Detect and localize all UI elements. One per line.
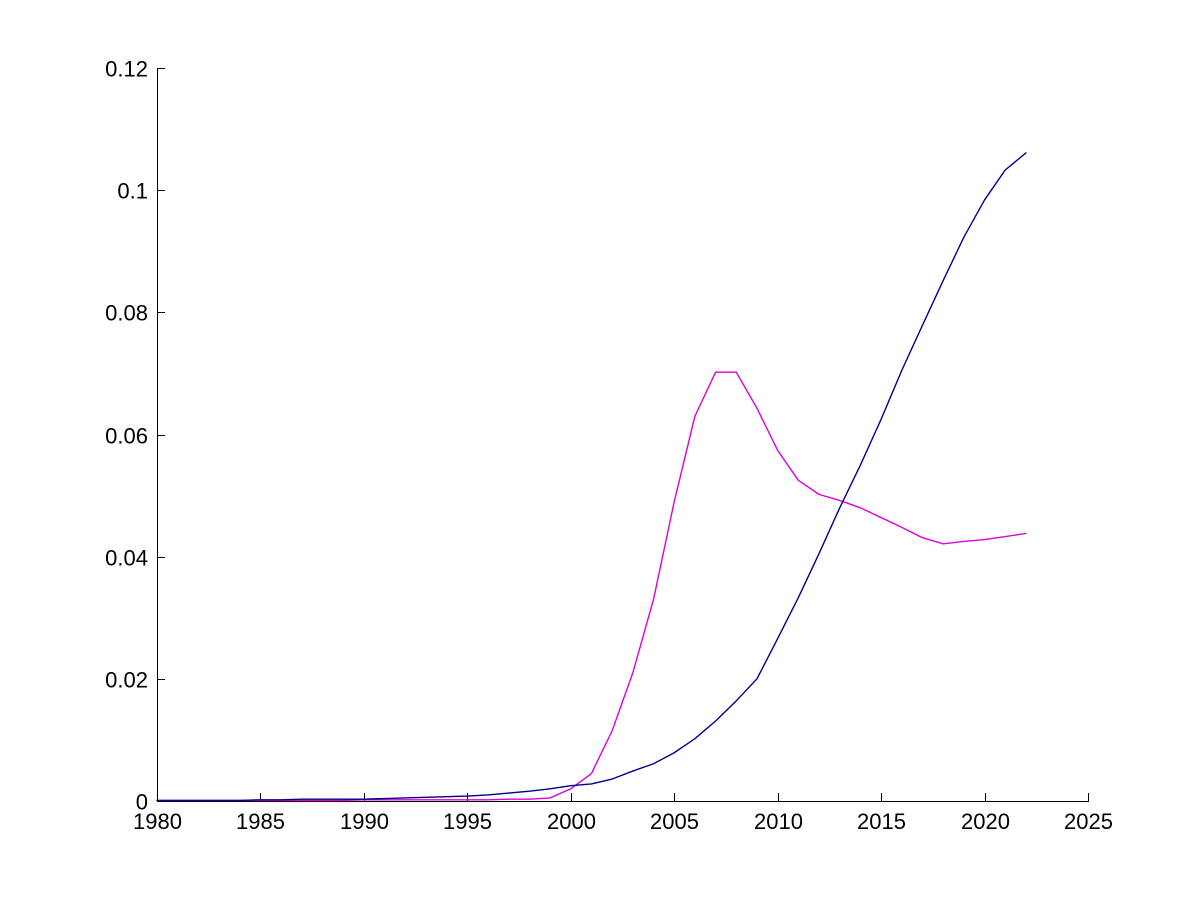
x-tick-label: 1990 — [340, 809, 389, 834]
y-tick-label: 0.04 — [105, 546, 148, 571]
x-tick-label: 2020 — [961, 809, 1010, 834]
x-tick-label: 1980 — [133, 809, 182, 834]
x-tick-label: 2015 — [857, 809, 906, 834]
y-tick-label: 0.02 — [105, 668, 148, 693]
dark-blue-line — [156, 152, 1027, 802]
x-tick-label: 2010 — [754, 809, 803, 834]
y-axis: 0 0.02 0.04 0.06 0.08 0.1 0.12 — [105, 57, 165, 815]
x-tick-label: 1995 — [443, 809, 492, 834]
y-tick-label: 0.12 — [105, 57, 148, 82]
x-tick-label: 2000 — [547, 809, 596, 834]
y-tick-label: 0.1 — [117, 179, 148, 204]
x-tick-label: 2025 — [1064, 809, 1113, 834]
x-tick-label: 1985 — [236, 809, 285, 834]
y-tick-label: 0.06 — [105, 424, 148, 449]
plot-lines — [156, 152, 1027, 802]
magenta-line — [156, 371, 1027, 802]
y-tick-label: 0 — [136, 790, 148, 815]
y-tick-label: 0.08 — [105, 301, 148, 326]
x-axis: 1980 1985 1990 1995 2000 2005 2010 2015 2020 2025 — [133, 793, 1113, 834]
x-tick-label: 2005 — [650, 809, 699, 834]
